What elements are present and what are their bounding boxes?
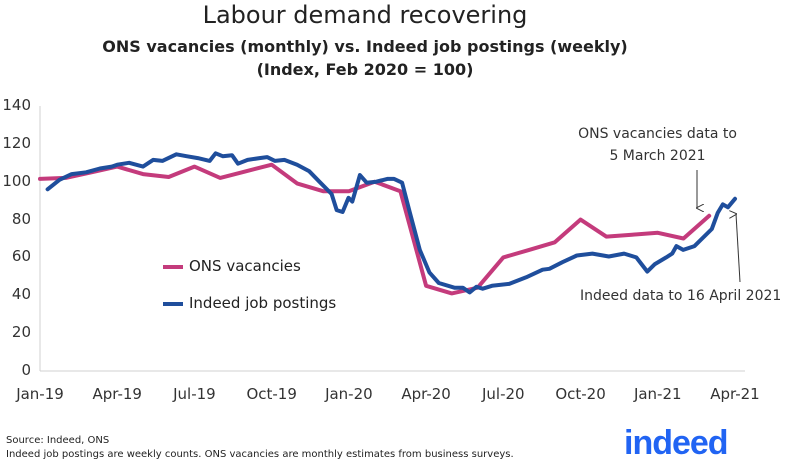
x-tick-label: Oct-20	[555, 385, 606, 403]
footnote: Indeed job postings are weekly counts. O…	[6, 449, 514, 460]
x-tick-label: Jan-20	[325, 385, 373, 403]
y-tick-label: 0	[21, 361, 31, 379]
y-tick-label: 140	[2, 96, 31, 114]
x-tick-label: Apr-19	[92, 385, 142, 403]
annotation-ons-line-1: ONS vacancies data to	[578, 126, 737, 142]
x-tick-label: Jan-21	[633, 385, 682, 403]
x-tick-label: Jul-19	[173, 385, 216, 403]
x-tick-label: Jan-19	[16, 385, 64, 403]
ons-vacancies-line	[38, 162, 712, 296]
annotation-ons: ONS vacancies data to 5 March 2021	[570, 123, 745, 167]
x-tick-label: Jul-20	[482, 385, 525, 403]
y-tick-label: 20	[11, 323, 31, 342]
subtitle-line-1: ONS vacancies (monthly) vs. Indeed job p…	[102, 37, 628, 56]
indeed-postings-line	[45, 151, 737, 295]
annotation-indeed: Indeed data to 16 April 2021	[580, 288, 782, 304]
legend-swatch-ons	[163, 264, 183, 269]
y-tick-label: 80	[11, 209, 31, 228]
chart-title: Labour demand recovering	[202, 1, 528, 29]
annotation-ons-line-2: 5 March 2021	[609, 148, 706, 164]
x-tick-label: Apr-21	[710, 385, 760, 403]
y-tick-label: 100	[2, 171, 31, 190]
x-tick-label: Apr-20	[401, 385, 451, 403]
y-tick-label: 40	[11, 285, 31, 304]
legend-label-indeed: Indeed job postings	[189, 294, 337, 312]
legend-item-ons: ONS vacancies	[163, 257, 301, 275]
indeed-logo: indeed	[624, 424, 729, 462]
subtitle-line-2: (Index, Feb 2020 = 100)	[256, 60, 474, 79]
y-tick-label: 120	[2, 133, 31, 152]
indeed-annotation-arrow	[736, 214, 741, 283]
chart-subtitle: ONS vacancies (monthly) vs. Indeed job p…	[0, 35, 730, 81]
x-tick-label: Oct-19	[246, 385, 297, 403]
legend-swatch-indeed	[163, 301, 183, 306]
legend-item-indeed: Indeed job postings	[163, 294, 336, 312]
source-note: Source: Indeed, ONS	[6, 435, 110, 446]
legend-label-ons: ONS vacancies	[189, 257, 301, 275]
y-tick-label: 60	[11, 247, 31, 266]
